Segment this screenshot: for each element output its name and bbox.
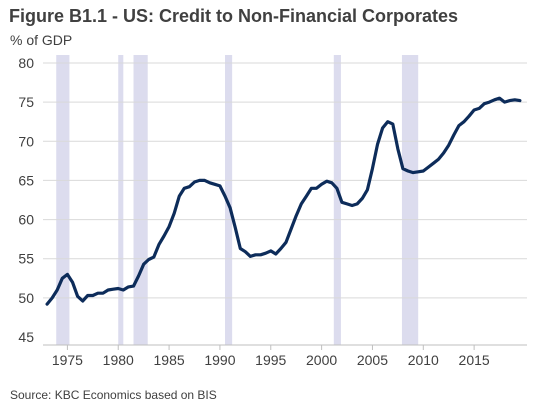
source-note: Source: KBC Economics based on BIS	[10, 388, 217, 402]
x-tick-label: 2010	[408, 352, 439, 368]
x-tick-label: 1990	[204, 352, 235, 368]
x-axis-tick-labels: 1975 1980 1985 1990 1995 2000 2005 2010 2015	[52, 352, 490, 368]
y-tick-label: 70	[18, 133, 34, 149]
recession-band	[133, 55, 148, 345]
x-tick-label: 2000	[306, 352, 337, 368]
recession-band	[225, 55, 233, 345]
y-tick-label: 65	[18, 172, 34, 188]
y-axis-tick-labels: 45 50 55 60 65 70 75 80	[18, 55, 34, 345]
y-axis-unit-label: % of GDP	[10, 32, 73, 48]
x-tick-label: 1985	[154, 352, 185, 368]
series-lines	[45, 96, 522, 306]
recession-band	[333, 55, 341, 345]
series-line-credit-to-gdp	[45, 96, 522, 306]
recession-band	[118, 55, 124, 345]
y-tick-label: 45	[18, 329, 34, 345]
chart-title: Figure B1.1 - US: Credit to Non-Financia…	[9, 6, 459, 26]
x-tick-label: 1980	[103, 352, 134, 368]
x-tick-label: 1995	[255, 352, 286, 368]
y-tick-label: 75	[18, 94, 34, 110]
x-tick-label: 2015	[459, 352, 490, 368]
recession-bands	[56, 55, 419, 345]
y-tick-label: 50	[18, 290, 34, 306]
x-axis	[43, 344, 527, 350]
recession-band	[56, 55, 70, 345]
y-tick-label: 80	[18, 55, 34, 71]
y-tick-label: 60	[18, 212, 34, 228]
gridlines	[43, 62, 527, 299]
x-tick-label: 2005	[357, 352, 388, 368]
x-tick-label: 1975	[52, 352, 83, 368]
y-tick-label: 55	[18, 251, 34, 267]
recession-band	[401, 55, 419, 345]
